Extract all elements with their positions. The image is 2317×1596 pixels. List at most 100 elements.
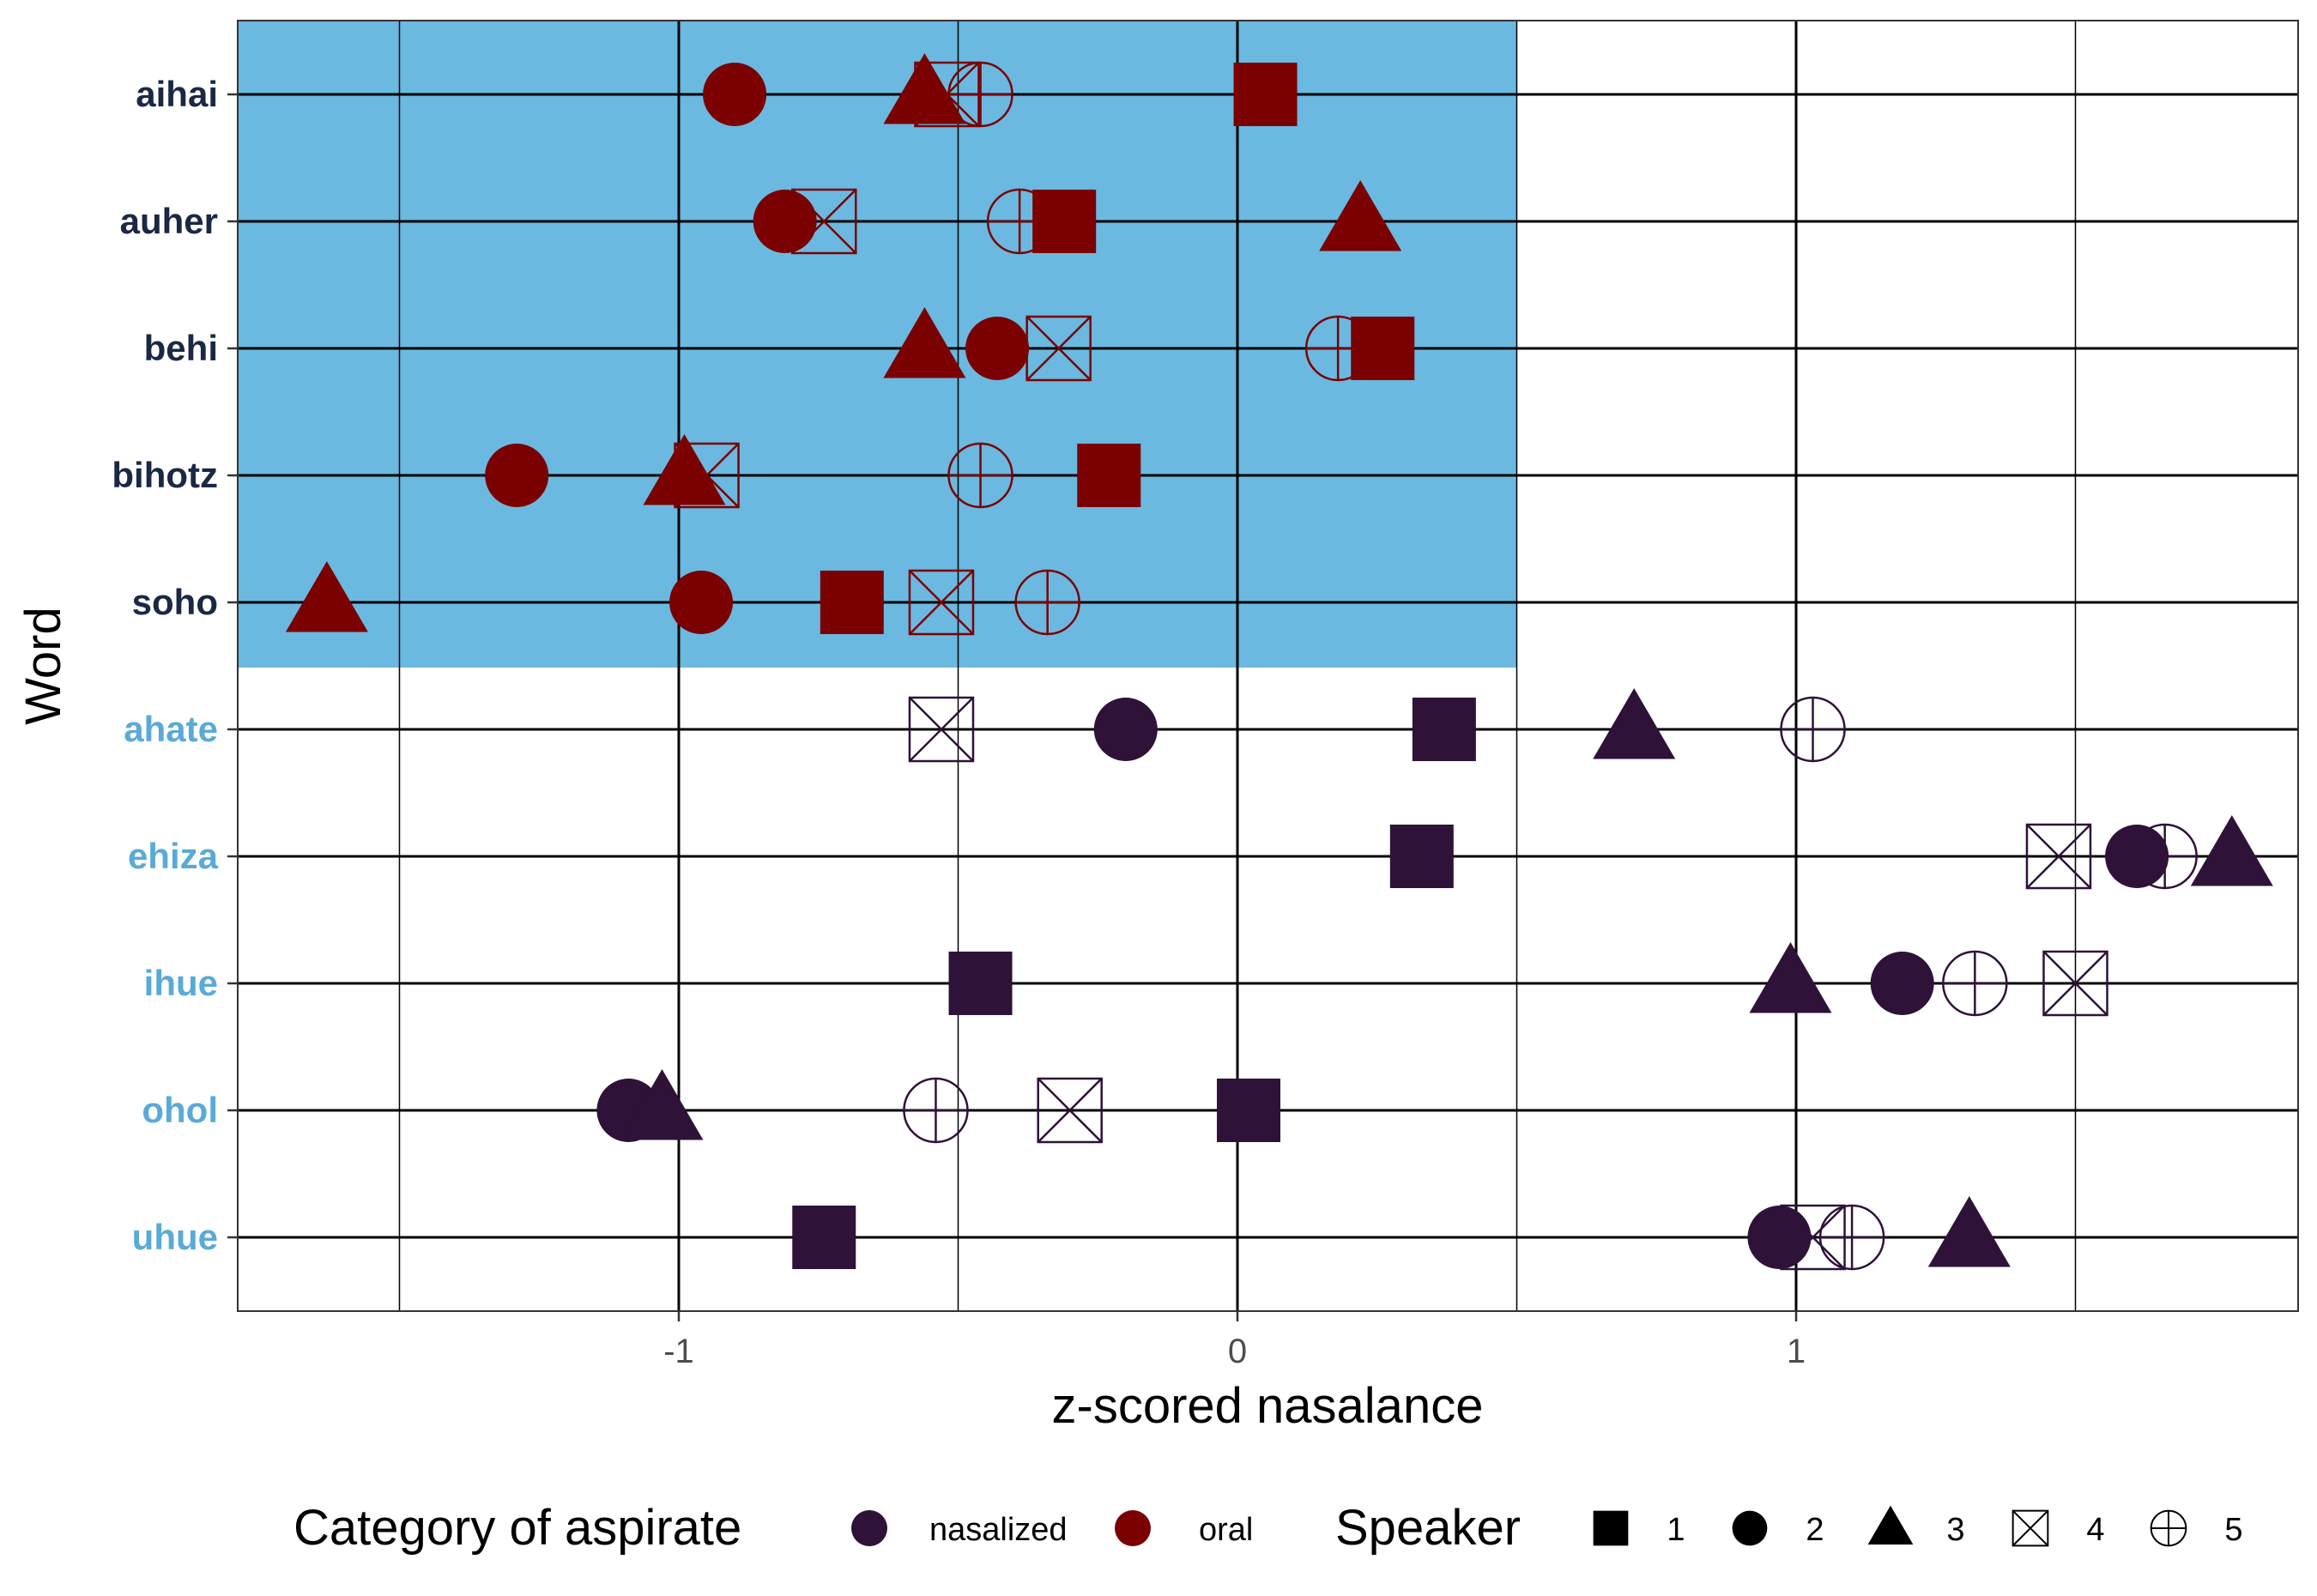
point-ehiza-speaker-4 bbox=[2025, 823, 2092, 890]
legend-label-speaker-2: 2 bbox=[1806, 1512, 1824, 1548]
box-outline bbox=[908, 569, 975, 636]
y-tick-label: aihai bbox=[136, 74, 218, 114]
point-aihai-speaker-2 bbox=[703, 63, 767, 126]
x-axis-tick-labels: -1 0 1 bbox=[663, 1311, 1806, 1370]
circle-mark bbox=[1093, 698, 1158, 761]
circle-mark bbox=[1870, 952, 1934, 1015]
square-mark bbox=[1412, 698, 1476, 761]
legend-label-speaker-3: 3 bbox=[1946, 1512, 1964, 1548]
y-axis-tick-labels: aihai auher behi bihotz soho ahate ehiza ihue oh… bbox=[112, 74, 238, 1257]
panel-border bbox=[237, 20, 2299, 1312]
point-ahate-speaker-3 bbox=[1593, 688, 1676, 759]
square-mark bbox=[820, 571, 884, 634]
legend-item-speaker-1: 1 bbox=[1593, 1510, 1685, 1548]
point-behi-speaker-3 bbox=[883, 307, 966, 378]
point-ohol-speaker-3 bbox=[620, 1069, 704, 1140]
circle-mark bbox=[669, 571, 734, 634]
circle-mark bbox=[753, 190, 817, 253]
legend-item-nasalized: nasalized bbox=[851, 1510, 1068, 1548]
legend-key-nasalized bbox=[851, 1510, 887, 1546]
square-mark bbox=[1351, 317, 1415, 380]
y-tick-label: ehiza bbox=[128, 836, 219, 876]
point-ohol-speaker-5 bbox=[903, 1077, 969, 1144]
point-behi-speaker-2 bbox=[965, 317, 1030, 380]
square-mark bbox=[1233, 63, 1298, 126]
y-tick-label: bihotz bbox=[112, 455, 218, 495]
point-ihue-speaker-3 bbox=[1749, 942, 1832, 1013]
point-bihotz-speaker-5 bbox=[947, 442, 1013, 509]
y-tick-label: ohol bbox=[142, 1090, 218, 1130]
point-ohol-speaker-1 bbox=[1217, 1079, 1281, 1142]
legend-key-speaker-4 bbox=[2011, 1509, 2049, 1547]
box-diagonal bbox=[1025, 316, 1092, 381]
y-tick-label: behi bbox=[144, 328, 218, 368]
point-ehiza-speaker-1 bbox=[1389, 825, 1454, 888]
point-bihotz-speaker-3 bbox=[643, 434, 726, 505]
triangle-mark bbox=[620, 1069, 704, 1140]
square-mark bbox=[1077, 444, 1141, 507]
legend-item-speaker-5: 5 bbox=[2150, 1509, 2243, 1548]
square-mark bbox=[792, 1206, 856, 1269]
square-mark bbox=[1032, 190, 1097, 253]
triangle-mark bbox=[2190, 815, 2273, 886]
box-outline bbox=[2011, 1509, 2049, 1547]
point-ihue-speaker-5 bbox=[1942, 950, 2008, 1017]
point-ehiza-speaker-2 bbox=[2105, 825, 2169, 888]
triangle-mark bbox=[1593, 688, 1676, 759]
circle-mark bbox=[485, 444, 549, 507]
box-diagonal bbox=[1037, 1078, 1103, 1143]
circle-mark bbox=[1747, 1206, 1812, 1269]
triangle-mark bbox=[1749, 942, 1832, 1013]
point-auher-speaker-1 bbox=[1032, 190, 1097, 253]
box-diagonal bbox=[2011, 1509, 2049, 1547]
square-mark bbox=[1389, 825, 1454, 888]
legend-item-oral: oral bbox=[1115, 1510, 1253, 1548]
point-uhue-speaker-5 bbox=[1818, 1204, 1885, 1271]
triangle-mark bbox=[883, 53, 966, 124]
box-outline bbox=[2025, 823, 2092, 890]
legend: Category of aspirate nasalized oral Speak… bbox=[293, 1500, 2243, 1556]
point-auher-speaker-3 bbox=[1319, 180, 1402, 251]
x-tick-label: 0 bbox=[1228, 1333, 1247, 1370]
y-tick-label: ihue bbox=[144, 963, 218, 1003]
legend-category-title: Category of aspirate bbox=[293, 1500, 741, 1556]
circle-mark bbox=[965, 317, 1030, 380]
point-uhue-speaker-3 bbox=[1927, 1196, 2011, 1267]
y-tick-label: auher bbox=[120, 201, 218, 241]
box-outline bbox=[1037, 1077, 1103, 1144]
circle-mark bbox=[1732, 1510, 1768, 1546]
point-soho-speaker-1 bbox=[820, 571, 884, 634]
y-tick-label: uhue bbox=[132, 1217, 218, 1257]
point-uhue-speaker-2 bbox=[1747, 1206, 1812, 1269]
box-diagonal bbox=[2026, 824, 2091, 889]
point-ahate-speaker-1 bbox=[1412, 698, 1476, 761]
point-ahate-speaker-2 bbox=[1093, 698, 1158, 761]
point-soho-speaker-3 bbox=[285, 561, 368, 632]
point-auher-speaker-2 bbox=[753, 190, 817, 253]
y-tick-label: soho bbox=[132, 582, 218, 622]
grid-lines bbox=[238, 21, 2298, 1311]
legend-key-speaker-1 bbox=[1593, 1510, 1629, 1546]
triangle-mark bbox=[883, 307, 966, 378]
point-ahate-speaker-5 bbox=[1780, 696, 1846, 763]
point-ihue-speaker-1 bbox=[948, 952, 1013, 1015]
point-bihotz-speaker-2 bbox=[485, 444, 549, 507]
point-soho-speaker-5 bbox=[1014, 569, 1080, 636]
x-axis-title: z-scored nasalance bbox=[1052, 1378, 1484, 1434]
legend-speaker-items: 1 2 3 4 5 bbox=[1593, 1505, 2243, 1548]
triangle-mark bbox=[643, 434, 726, 505]
box-diagonal bbox=[2042, 951, 2108, 1016]
point-ahate-speaker-4 bbox=[908, 696, 975, 763]
point-ehiza-speaker-3 bbox=[2190, 815, 2273, 886]
box-outline bbox=[908, 696, 975, 763]
legend-label-oral: oral bbox=[1199, 1512, 1253, 1548]
circle-mark bbox=[2105, 825, 2169, 888]
triangle-mark bbox=[285, 561, 368, 632]
point-ihue-speaker-2 bbox=[1870, 952, 1934, 1015]
legend-label-speaker-5: 5 bbox=[2224, 1512, 2242, 1548]
legend-label-speaker-1: 1 bbox=[1667, 1512, 1685, 1548]
triangle-mark bbox=[1867, 1505, 1914, 1545]
point-behi-speaker-1 bbox=[1351, 317, 1415, 380]
point-aihai-speaker-1 bbox=[1233, 63, 1298, 126]
